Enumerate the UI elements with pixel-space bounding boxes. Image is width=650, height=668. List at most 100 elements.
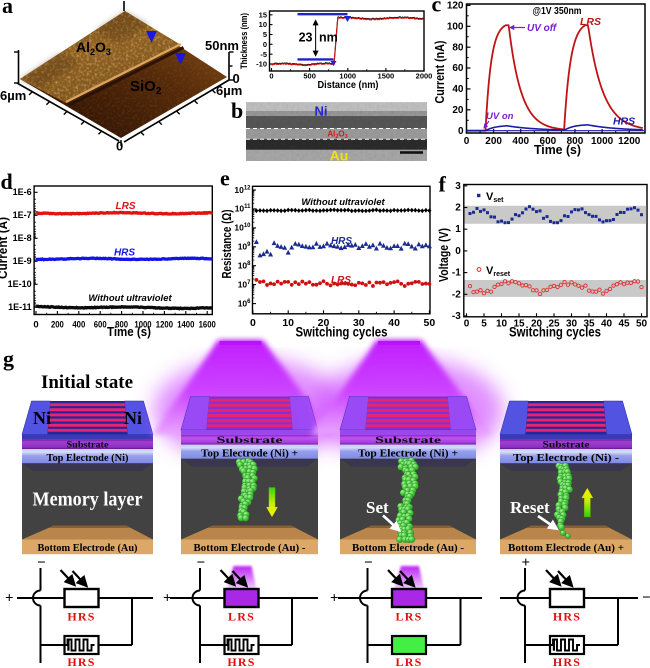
svg-text:23: 23	[299, 31, 313, 45]
svg-text:1012: 1012	[234, 185, 251, 195]
svg-text:f: f	[439, 172, 447, 197]
svg-text:Initial state: Initial state	[41, 373, 133, 393]
svg-text:1E-9: 1E-9	[13, 256, 32, 266]
svg-text:30: 30	[566, 319, 578, 330]
svg-text:HRS: HRS	[553, 655, 581, 668]
svg-text:Substrate: Substrate	[67, 440, 109, 450]
svg-text:-5: -5	[260, 50, 267, 59]
svg-text:Current (nA): Current (nA)	[432, 41, 447, 104]
svg-text:g: g	[3, 346, 14, 371]
svg-text:0: 0	[233, 71, 240, 86]
svg-text:HRS: HRS	[67, 655, 95, 668]
svg-text:Ni: Ni	[124, 408, 142, 428]
svg-text:Without ultraviolet: Without ultraviolet	[301, 197, 385, 208]
svg-text:LRS: LRS	[228, 610, 255, 624]
svg-text:1E-6: 1E-6	[13, 187, 32, 197]
svg-text:0: 0	[269, 72, 273, 81]
svg-text:Voltage (V): Voltage (V)	[436, 228, 451, 282]
svg-text:2: 2	[455, 203, 461, 214]
svg-text:3: 3	[455, 181, 461, 192]
svg-text:HRS: HRS	[553, 610, 581, 624]
svg-text:Reset: Reset	[510, 498, 550, 517]
svg-text:200: 200	[485, 136, 502, 147]
svg-text:-1: -1	[452, 268, 461, 279]
svg-text:HRS: HRS	[67, 610, 95, 624]
svg-text:c: c	[432, 0, 442, 17]
svg-text:LRS: LRS	[396, 655, 423, 668]
svg-text:50: 50	[424, 317, 436, 329]
svg-text:20: 20	[531, 319, 543, 330]
svg-text:1400: 1400	[177, 320, 194, 331]
svg-text:UV off: UV off	[527, 23, 558, 34]
svg-text:1600: 1600	[199, 320, 216, 331]
svg-text:Ni: Ni	[33, 408, 51, 428]
svg-text:5: 5	[481, 319, 487, 330]
svg-text:600: 600	[94, 320, 107, 331]
svg-text:Memory layer: Memory layer	[33, 489, 143, 511]
svg-text:6µm: 6µm	[216, 83, 242, 98]
svg-text:120: 120	[447, 1, 464, 12]
svg-text:45: 45	[618, 319, 630, 330]
svg-text:1011: 1011	[235, 204, 251, 214]
svg-text:Substrate: Substrate	[217, 436, 283, 446]
svg-text:−: −	[197, 555, 206, 571]
svg-text:1010: 1010	[234, 223, 251, 233]
svg-text:50: 50	[636, 319, 648, 330]
svg-text:5: 5	[263, 30, 267, 39]
svg-text:1E-7: 1E-7	[13, 210, 32, 220]
svg-text:-10: -10	[256, 60, 267, 69]
svg-text:800: 800	[567, 136, 584, 147]
svg-text:0: 0	[33, 320, 38, 331]
svg-text:10: 10	[259, 20, 267, 29]
svg-text:1000: 1000	[591, 136, 614, 147]
svg-text:500: 500	[303, 72, 316, 81]
svg-text:6µm: 6µm	[0, 88, 26, 103]
svg-text:−: −	[364, 555, 373, 571]
svg-text:50nm: 50nm	[205, 38, 239, 53]
svg-text:Set: Set	[366, 498, 389, 517]
svg-text:nm: nm	[319, 31, 338, 45]
svg-text:Top Electrode (Ni) -: Top Electrode (Ni) -	[513, 453, 620, 464]
svg-text:Without ultraviolet: Without ultraviolet	[88, 293, 172, 304]
svg-text:Thickness (nm): Thickness (nm)	[239, 13, 249, 69]
svg-text:2000: 2000	[416, 72, 433, 81]
svg-text:100: 100	[447, 21, 464, 32]
svg-text:+: +	[522, 555, 531, 571]
svg-text:LRS: LRS	[116, 201, 136, 212]
svg-text:Al2O3: Al2O3	[76, 39, 111, 57]
svg-text:25: 25	[548, 319, 560, 330]
svg-text:Au: Au	[330, 148, 349, 164]
svg-text:Bottom Electrode (Au) -: Bottom Electrode (Au) -	[352, 543, 465, 554]
svg-text:400: 400	[512, 136, 529, 147]
svg-text:HRS: HRS	[114, 248, 135, 259]
svg-text:-3: -3	[452, 311, 461, 322]
svg-text:1E-11: 1E-11	[8, 302, 32, 312]
svg-text:LRS: LRS	[396, 610, 423, 624]
svg-text:1200: 1200	[156, 320, 173, 331]
svg-text:1200: 1200	[618, 136, 641, 147]
svg-text:Ni: Ni	[315, 104, 328, 119]
svg-text:40: 40	[601, 319, 613, 330]
svg-text:0: 0	[458, 126, 464, 137]
svg-text:Substrate: Substrate	[543, 440, 590, 450]
svg-text:0: 0	[464, 136, 470, 147]
svg-text:60: 60	[452, 63, 464, 74]
svg-text:0: 0	[250, 317, 256, 329]
svg-text:200: 200	[51, 320, 64, 331]
svg-text:Time (s): Time (s)	[107, 324, 151, 339]
svg-text:1: 1	[455, 224, 461, 235]
svg-text:1E-8: 1E-8	[13, 233, 32, 243]
svg-text:15: 15	[513, 319, 525, 330]
svg-text:a: a	[2, 0, 13, 18]
svg-text:Top Electrode (Ni): Top Electrode (Ni)	[47, 453, 129, 464]
svg-text:10: 10	[496, 319, 508, 330]
svg-text:35: 35	[583, 319, 595, 330]
svg-text:Distance (nm): Distance (nm)	[318, 79, 379, 91]
svg-text:Current (A): Current (A)	[0, 217, 10, 279]
svg-text:40: 40	[388, 317, 400, 329]
svg-text:0: 0	[464, 319, 470, 330]
svg-text:0: 0	[263, 40, 267, 49]
svg-text:Top Electrode (Ni) +: Top Electrode (Ni) +	[201, 449, 298, 460]
svg-text:107: 107	[238, 279, 251, 289]
svg-text:Switching cycles: Switching cycles	[509, 325, 601, 340]
